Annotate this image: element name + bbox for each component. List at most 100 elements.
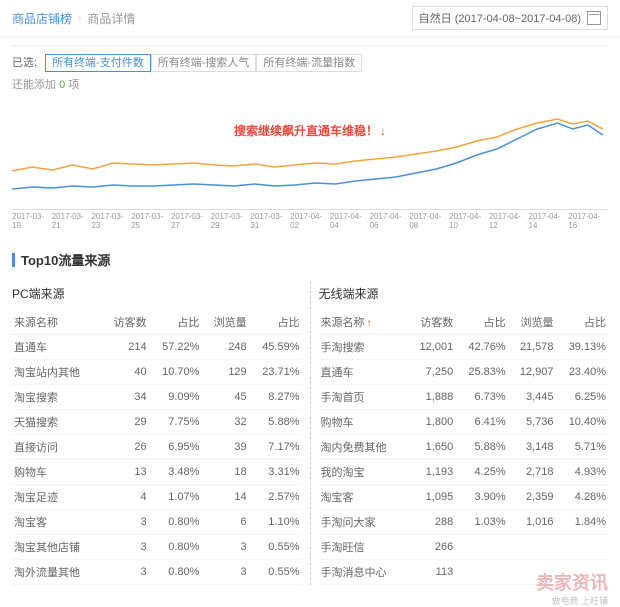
pc-source-panel: PC端来源 来源名称访客数占比浏览量占比 直通车21457.22%24845.5…: [12, 281, 311, 585]
table-cell: 10.70%: [149, 360, 202, 385]
table-header[interactable]: 浏览量: [508, 310, 556, 335]
table-header[interactable]: 占比: [555, 310, 608, 335]
table-cell: 6.25%: [555, 385, 608, 410]
table-header[interactable]: 占比: [249, 310, 302, 335]
date-range-text: 自然日 (2017-04-08~2017-04-08): [419, 10, 581, 26]
table-header[interactable]: 访客数: [101, 310, 148, 335]
table-header[interactable]: 来源名称: [12, 310, 101, 335]
table-cell: 23.71%: [249, 360, 302, 385]
table-row: 淘宝其他店铺30.80%30.55%: [12, 535, 302, 560]
table-cell: 8.27%: [249, 385, 302, 410]
breadcrumb-link[interactable]: 商品店铺榜: [12, 10, 72, 27]
table-cell: [555, 560, 608, 585]
table-cell: 1,800: [407, 410, 455, 435]
table-cell: 淘外流量其他: [12, 560, 101, 585]
filter-tag[interactable]: 所有终端-流量指数: [256, 54, 362, 72]
x-axis-label: 2017-04-12: [489, 212, 529, 230]
x-axis-label: 2017-04-06: [370, 212, 410, 230]
table-row: 购物车1,8006.41%5,73610.40%: [319, 410, 609, 435]
breadcrumb: 商品店铺榜 › 商品详情 自然日 (2017-04-08~2017-04-08): [0, 0, 620, 37]
table-cell: 3: [101, 510, 148, 535]
table-cell: 10.40%: [555, 410, 608, 435]
table-cell: 1,193: [407, 460, 455, 485]
table-cell: 手淘消息中心: [319, 560, 408, 585]
table-cell: 手淘问大家: [319, 510, 408, 535]
table-cell: [455, 535, 507, 560]
table-cell: 45: [201, 385, 248, 410]
table-cell: 3: [201, 560, 248, 585]
table-cell: 直接访问: [12, 435, 101, 460]
table-cell: 0.55%: [249, 535, 302, 560]
table-row: 直通车21457.22%24845.59%: [12, 335, 302, 360]
table-cell: 3: [201, 535, 248, 560]
trend-chart: 搜索继续飙升直通车维稳！: [12, 100, 608, 210]
table-cell: 2,718: [508, 460, 556, 485]
table-cell: 5.88%: [249, 410, 302, 435]
table-header[interactable]: 占比: [149, 310, 202, 335]
table-cell: 18: [201, 460, 248, 485]
table-cell: 25.83%: [455, 360, 507, 385]
table-row: 天猫搜索297.75%325.88%: [12, 410, 302, 435]
table-cell: 6.95%: [149, 435, 202, 460]
filter-tag[interactable]: 所有终端-搜索人气: [151, 54, 257, 72]
date-range-picker[interactable]: 自然日 (2017-04-08~2017-04-08): [412, 6, 608, 30]
table-cell: 288: [407, 510, 455, 535]
x-axis-label: 2017-03-19: [12, 212, 52, 230]
table-cell: 1.84%: [555, 510, 608, 535]
table-row: 手淘消息中心113: [319, 560, 609, 585]
table-header[interactable]: 占比: [455, 310, 507, 335]
table-cell: 2,359: [508, 485, 556, 510]
x-axis-label: 2017-04-14: [529, 212, 569, 230]
table-cell: 34: [101, 385, 148, 410]
table-cell: 1,095: [407, 485, 455, 510]
table-header[interactable]: 浏览量: [201, 310, 248, 335]
calendar-icon: [587, 11, 601, 25]
table-row: 直接访问266.95%397.17%: [12, 435, 302, 460]
table-cell: 0.80%: [149, 535, 202, 560]
pc-source-table: 来源名称访客数占比浏览量占比 直通车21457.22%24845.59%淘宝站内…: [12, 310, 302, 585]
table-cell: 0.80%: [149, 560, 202, 585]
x-axis-label: 2017-03-27: [171, 212, 211, 230]
table-cell: 129: [201, 360, 248, 385]
x-axis-label: 2017-04-04: [330, 212, 370, 230]
table-cell: 1,650: [407, 435, 455, 460]
table-cell: 4.28%: [555, 485, 608, 510]
table-cell: 直通车: [319, 360, 408, 385]
table-cell: 5.71%: [555, 435, 608, 460]
table-cell: 5,736: [508, 410, 556, 435]
chart-x-axis: 2017-03-192017-03-212017-03-232017-03-25…: [0, 210, 620, 238]
table-cell: 3: [101, 535, 148, 560]
table-cell: 13: [101, 460, 148, 485]
table-row: 淘宝搜索349.09%458.27%: [12, 385, 302, 410]
table-row: 我的淘宝1,1934.25%2,7184.93%: [319, 460, 609, 485]
table-cell: 购物车: [319, 410, 408, 435]
table-cell: 手淘首页: [319, 385, 408, 410]
traffic-tables: PC端来源 来源名称访客数占比浏览量占比 直通车21457.22%24845.5…: [0, 281, 620, 597]
table-cell: 1.10%: [249, 510, 302, 535]
table-cell: 12,001: [407, 335, 455, 360]
table-cell: 淘宝其他店铺: [12, 535, 101, 560]
table-cell: 32: [201, 410, 248, 435]
table-cell: 6: [201, 510, 248, 535]
table-header[interactable]: 来源名称↑: [319, 310, 408, 335]
wireless-source-table: 来源名称↑访客数占比浏览量占比 手淘搜索12,00142.76%21,57839…: [319, 310, 609, 585]
table-header[interactable]: 访客数: [407, 310, 455, 335]
x-axis-label: 2017-03-25: [131, 212, 171, 230]
x-axis-label: 2017-03-23: [91, 212, 131, 230]
table-row: 淘宝客30.80%61.10%: [12, 510, 302, 535]
table-cell: 淘宝站内其他: [12, 360, 101, 385]
x-axis-label: 2017-04-16: [568, 212, 608, 230]
table-row: 手淘首页1,8886.73%3,4456.25%: [319, 385, 609, 410]
table-cell: 购物车: [12, 460, 101, 485]
filter-tag[interactable]: 所有终端-支付件数: [45, 54, 151, 72]
table-row: 手淘旺信266: [319, 535, 609, 560]
table-cell: 1.03%: [455, 510, 507, 535]
x-axis-label: 2017-04-08: [409, 212, 449, 230]
filter-bar: 已选: 所有终端-支付件数所有终端-搜索人气所有终端-流量指数 还能添加 0 项: [0, 46, 620, 100]
filter-selected-label: 已选:: [12, 54, 37, 70]
pc-source-title: PC端来源: [12, 281, 302, 302]
table-cell: 1,016: [508, 510, 556, 535]
table-cell: 天猫搜索: [12, 410, 101, 435]
table-cell: 42.76%: [455, 335, 507, 360]
table-cell: 113: [407, 560, 455, 585]
